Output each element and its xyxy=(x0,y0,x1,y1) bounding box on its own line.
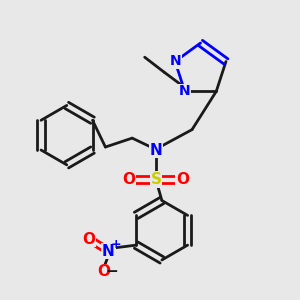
Text: N: N xyxy=(102,244,115,259)
Text: O: O xyxy=(123,172,136,187)
Text: +: + xyxy=(110,238,121,251)
Text: N: N xyxy=(169,55,181,68)
Text: O: O xyxy=(82,232,96,247)
Text: N: N xyxy=(150,142,162,158)
Text: −: − xyxy=(106,264,118,279)
Text: O: O xyxy=(98,264,110,279)
Text: O: O xyxy=(176,172,189,187)
Text: N: N xyxy=(179,84,190,98)
Text: S: S xyxy=(150,172,161,187)
